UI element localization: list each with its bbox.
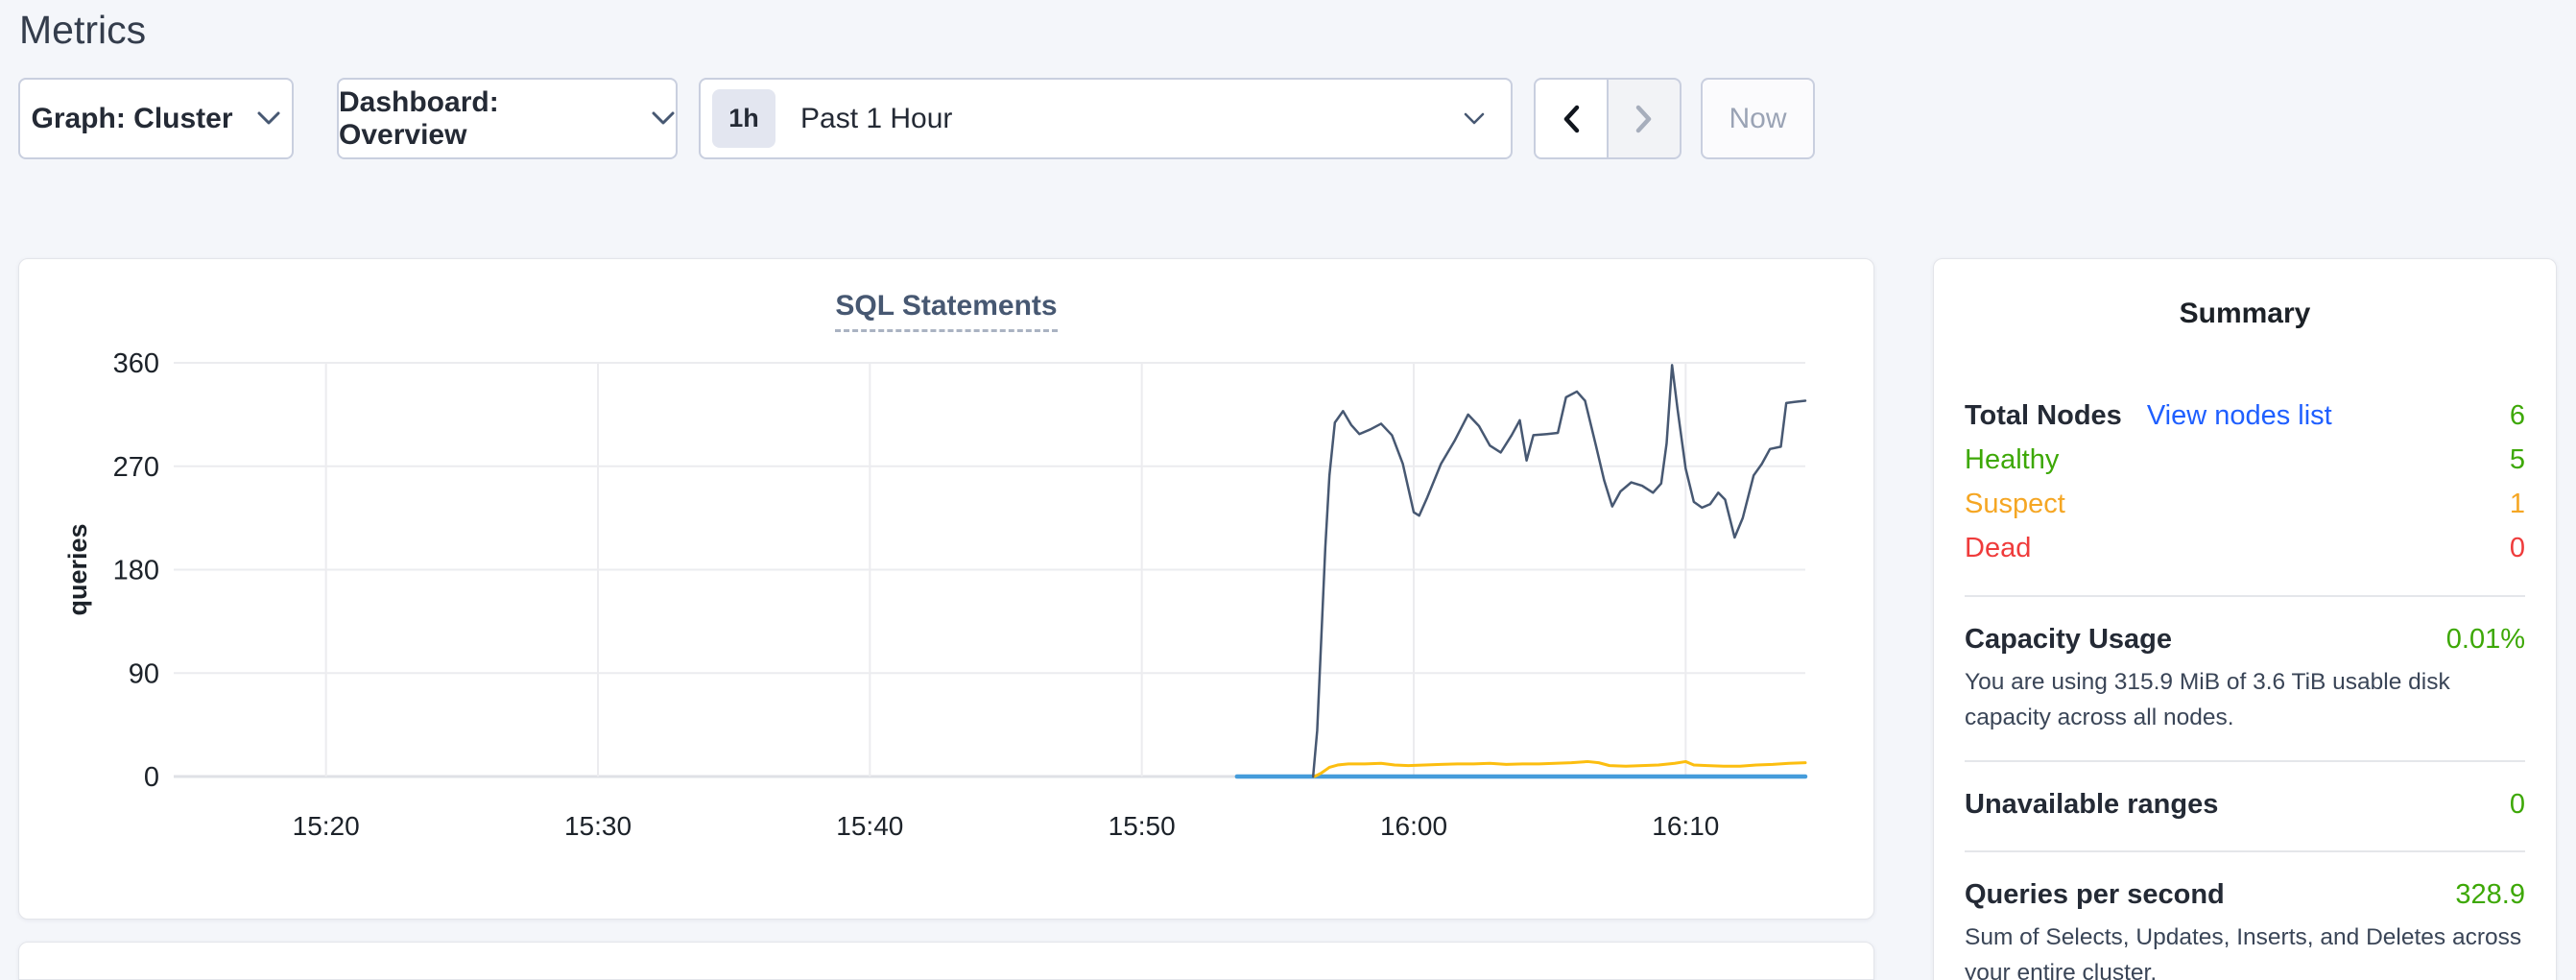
capacity-label: Capacity Usage bbox=[1965, 623, 2172, 655]
suspect-value: 1 bbox=[2509, 488, 2525, 519]
chevron-down-icon bbox=[1463, 111, 1486, 127]
svg-text:15:50: 15:50 bbox=[1109, 811, 1176, 841]
total-nodes-row: Total Nodes View nodes list 6 bbox=[1965, 394, 2525, 438]
qps-value: 328.9 bbox=[2455, 878, 2525, 910]
summary-panel: Summary Total Nodes View nodes list 6 He… bbox=[1933, 258, 2557, 980]
unavailable-ranges-value: 0 bbox=[2509, 788, 2525, 820]
svg-text:15:40: 15:40 bbox=[836, 811, 903, 841]
dashboard-dropdown-label: Dashboard: Overview bbox=[339, 85, 499, 151]
svg-text:180: 180 bbox=[113, 556, 159, 586]
divider bbox=[1965, 595, 2525, 597]
graph-dropdown[interactable]: Graph: Cluster bbox=[18, 78, 294, 159]
svg-text:15:20: 15:20 bbox=[293, 811, 360, 841]
sql-statements-chart: 0 90 180 270 360 15:20 15:30 15:40 15:50 16:00 16:… bbox=[63, 348, 1808, 841]
healthy-value: 5 bbox=[2509, 443, 2525, 475]
next-chart-card bbox=[18, 942, 1874, 980]
suspect-nodes-row: Suspect 1 bbox=[1965, 482, 2525, 526]
suspect-label: Suspect bbox=[1965, 488, 2065, 519]
dashboard-dropdown[interactable]: Dashboard: Overview bbox=[337, 78, 678, 159]
time-window-badge: 1h bbox=[712, 89, 775, 148]
capacity-value: 0.01% bbox=[2445, 623, 2525, 655]
dead-nodes-row: Dead 0 bbox=[1965, 526, 2525, 570]
svg-text:16:10: 16:10 bbox=[1652, 811, 1719, 841]
chevron-right-icon bbox=[1634, 104, 1655, 134]
svg-text:90: 90 bbox=[129, 658, 159, 689]
healthy-nodes-row: Healthy 5 bbox=[1965, 438, 2525, 482]
metrics-toolbar: Graph: Cluster Dashboard: Overview 1h Pa… bbox=[18, 78, 2576, 159]
divider bbox=[1965, 760, 2525, 762]
capacity-section: Capacity Usage 0.01% You are using 315.9… bbox=[1965, 618, 2525, 735]
svg-text:270: 270 bbox=[113, 452, 159, 483]
next-time-button[interactable] bbox=[1607, 78, 1682, 159]
svg-text:15:30: 15:30 bbox=[564, 811, 632, 841]
chart-title[interactable]: SQL Statements bbox=[835, 290, 1058, 332]
sql-statements-chart-card: SQL Statements 0 90 180 270 360 15:20 15:30 15:… bbox=[18, 258, 1874, 920]
qps-label: Queries per second bbox=[1965, 878, 2225, 910]
dead-label: Dead bbox=[1965, 532, 2032, 563]
page-title: Metrics bbox=[19, 8, 147, 52]
summary-title: Summary bbox=[2179, 298, 2311, 329]
svg-text:0: 0 bbox=[144, 762, 159, 793]
healthy-label: Healthy bbox=[1965, 443, 2060, 475]
main-content: SQL Statements 0 90 180 270 360 15:20 15:30 15:… bbox=[18, 258, 2576, 980]
graph-dropdown-label: Graph: Cluster bbox=[31, 102, 233, 134]
capacity-description: You are using 315.9 MiB of 3.6 TiB usabl… bbox=[1965, 669, 2450, 730]
nodes-summary: Total Nodes View nodes list 6 Healthy 5 … bbox=[1965, 394, 2525, 570]
unavailable-ranges-label: Unavailable ranges bbox=[1965, 788, 2219, 820]
unavailable-ranges-section: Unavailable ranges 0 bbox=[1965, 783, 2525, 825]
chevron-down-icon bbox=[256, 110, 281, 127]
now-button[interactable]: Now bbox=[1701, 78, 1815, 159]
view-nodes-list-link[interactable]: View nodes list bbox=[2146, 399, 2332, 431]
divider bbox=[1965, 850, 2525, 852]
svg-text:16:00: 16:00 bbox=[1380, 811, 1447, 841]
total-nodes-label: Total Nodes bbox=[1965, 399, 2122, 431]
dead-value: 0 bbox=[2509, 532, 2525, 563]
time-window-selector[interactable]: 1h Past 1 Hour bbox=[699, 78, 1513, 159]
qps-section: Queries per second 328.9 Sum of Selects,… bbox=[1965, 873, 2525, 980]
chevron-down-icon bbox=[651, 110, 676, 127]
time-window-label: Past 1 Hour bbox=[800, 102, 953, 134]
svg-text:queries: queries bbox=[63, 523, 92, 615]
total-nodes-value: 6 bbox=[2509, 399, 2525, 431]
chevron-left-icon bbox=[1561, 104, 1582, 134]
svg-text:360: 360 bbox=[113, 348, 159, 379]
previous-time-button[interactable] bbox=[1534, 78, 1609, 159]
time-step-buttons bbox=[1534, 78, 1682, 159]
